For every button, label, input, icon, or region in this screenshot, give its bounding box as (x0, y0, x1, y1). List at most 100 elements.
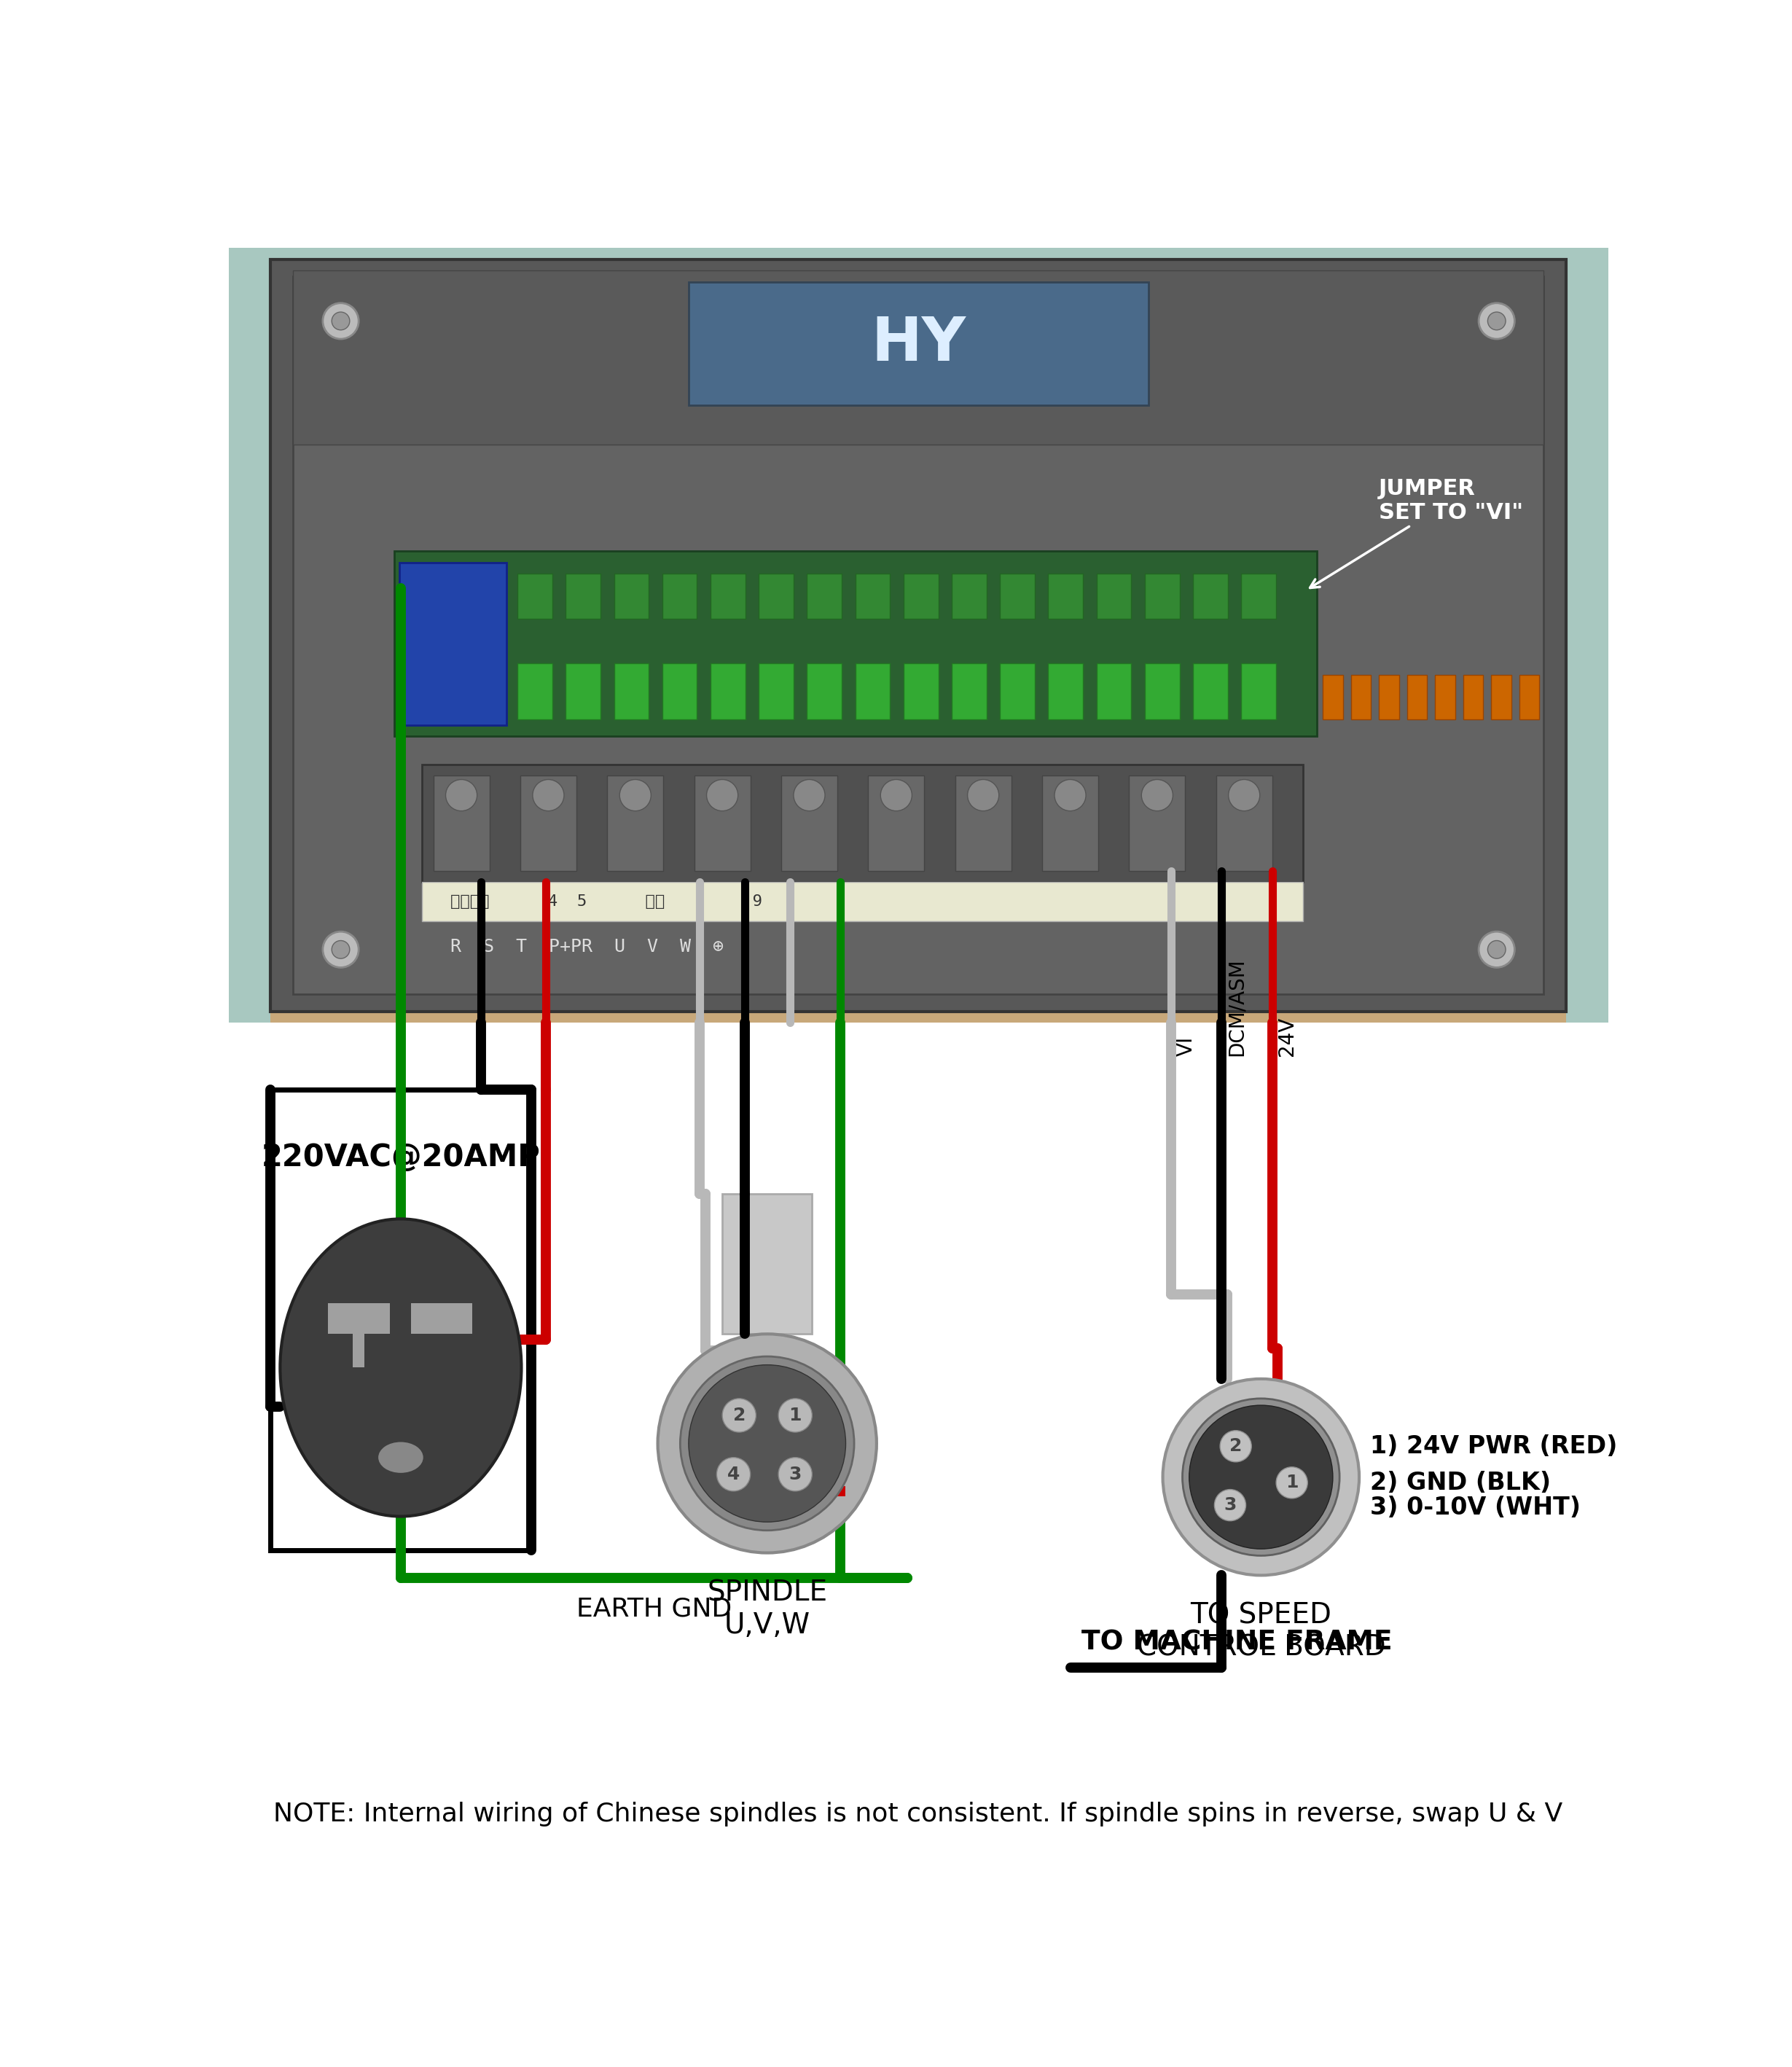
Circle shape (1183, 1399, 1340, 1556)
Bar (1520, 674, 1539, 719)
Bar (1193, 573, 1228, 618)
Bar (1048, 573, 1082, 618)
Bar (271, 932, 1566, 1023)
Bar (1000, 573, 1034, 618)
Bar (688, 281, 1149, 405)
Bar (518, 573, 552, 618)
Bar (615, 664, 649, 719)
Circle shape (1142, 779, 1174, 810)
Bar (328, 1302, 389, 1333)
Text: 1: 1 (1285, 1474, 1297, 1492)
Circle shape (1054, 779, 1086, 810)
Text: 3) 0-10V (WHT): 3) 0-10V (WHT) (1371, 1497, 1581, 1519)
Bar (663, 664, 697, 719)
Bar (952, 664, 987, 719)
Circle shape (1215, 1490, 1245, 1521)
Bar (694, 775, 751, 870)
Circle shape (323, 932, 358, 967)
Circle shape (1220, 1430, 1251, 1461)
Circle shape (1487, 312, 1505, 331)
Bar (1097, 573, 1131, 618)
Bar (855, 664, 891, 719)
Text: R  S  T  P+PR  U  V  W  ⊕: R S T P+PR U V W ⊕ (450, 938, 724, 955)
Circle shape (681, 1356, 855, 1530)
Bar (710, 664, 745, 719)
Bar (1129, 775, 1185, 870)
Bar (1462, 674, 1484, 719)
Circle shape (1190, 1406, 1333, 1548)
Bar (758, 573, 794, 618)
Circle shape (323, 304, 358, 339)
Circle shape (620, 779, 650, 810)
Circle shape (778, 1457, 812, 1490)
Text: 1: 1 (788, 1408, 801, 1424)
Bar (867, 775, 925, 870)
Ellipse shape (280, 1220, 521, 1517)
Ellipse shape (378, 1443, 423, 1474)
Bar (271, 1089, 532, 1550)
Circle shape (1478, 932, 1514, 967)
Circle shape (968, 779, 998, 810)
Bar (400, 562, 507, 726)
Bar (566, 573, 600, 618)
Bar (806, 573, 842, 618)
Circle shape (778, 1399, 812, 1432)
Bar (271, 258, 1566, 1011)
Text: 输入电源      4  5      电机         9: 输入电源 4 5 电机 9 (450, 895, 762, 909)
Bar (1491, 674, 1511, 719)
Bar (394, 552, 1317, 736)
Text: EARTH GND: EARTH GND (575, 1596, 731, 1621)
Bar (518, 664, 552, 719)
Bar (1217, 775, 1272, 870)
Bar (423, 765, 1303, 883)
Bar (1193, 664, 1228, 719)
Circle shape (688, 1364, 846, 1521)
Circle shape (1163, 1379, 1358, 1575)
Text: 1) 24V PWR (RED): 1) 24V PWR (RED) (1371, 1434, 1618, 1457)
Bar (952, 573, 987, 618)
Circle shape (332, 940, 349, 959)
Circle shape (1229, 779, 1260, 810)
Circle shape (1478, 304, 1514, 339)
Circle shape (1276, 1468, 1308, 1499)
Bar (566, 664, 600, 719)
Text: 4: 4 (728, 1466, 740, 1482)
Bar (855, 573, 891, 618)
Bar (781, 775, 837, 870)
Bar (1378, 674, 1400, 719)
Circle shape (532, 779, 564, 810)
Circle shape (880, 779, 912, 810)
Text: 2: 2 (1229, 1437, 1242, 1455)
Circle shape (794, 779, 824, 810)
Bar (1351, 674, 1371, 719)
Bar (615, 573, 649, 618)
Text: 2: 2 (733, 1408, 745, 1424)
Text: DCM/ASM: DCM/ASM (1226, 957, 1247, 1056)
Bar (520, 775, 577, 870)
Bar (1242, 664, 1276, 719)
Text: TO SPEED
CONTROL BOARD: TO SPEED CONTROL BOARD (1136, 1602, 1385, 1662)
Text: SPINDLE
U,V,W: SPINDLE U,V,W (708, 1579, 828, 1639)
Bar (1145, 664, 1179, 719)
Text: 220VAC@20AMP: 220VAC@20AMP (262, 1141, 539, 1172)
Circle shape (706, 779, 738, 810)
Circle shape (658, 1333, 876, 1552)
Text: TO MACHINE FRAME: TO MACHINE FRAME (1081, 1629, 1392, 1656)
Bar (903, 573, 939, 618)
Text: VI: VI (1176, 1036, 1195, 1056)
Bar (1145, 573, 1179, 618)
Text: NOTE: Internal wiring of Chinese spindles is not consistent. If spindle spins in: NOTE: Internal wiring of Chinese spindle… (274, 1802, 1563, 1827)
Bar (1407, 674, 1426, 719)
Bar (1000, 664, 1034, 719)
Bar (434, 775, 489, 870)
Bar (229, 248, 1609, 1023)
Bar (955, 775, 1011, 870)
Bar (1043, 775, 1098, 870)
Text: JUMPER
SET TO "VI": JUMPER SET TO "VI" (1310, 477, 1523, 587)
Bar (758, 664, 794, 719)
Bar (294, 271, 1543, 444)
Text: 3: 3 (1224, 1497, 1236, 1513)
Bar (1048, 664, 1082, 719)
Text: HY: HY (871, 314, 966, 372)
Bar (722, 1193, 812, 1333)
